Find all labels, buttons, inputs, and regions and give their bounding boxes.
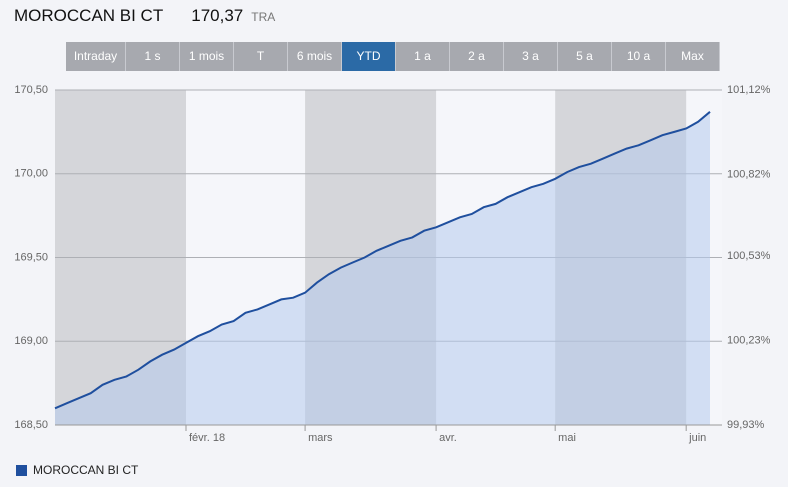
header: MOROCCAN BI CT 170,37 TRA bbox=[14, 6, 275, 30]
y2-tick-label: 101,12% bbox=[727, 84, 771, 96]
range-button[interactable]: 2 a bbox=[450, 42, 504, 71]
range-button[interactable]: 1 s bbox=[126, 42, 180, 71]
line bbox=[54, 111, 711, 410]
range-button[interactable]: 1 mois bbox=[180, 42, 234, 71]
y2-tick-label: 100,53% bbox=[727, 250, 771, 262]
x-tick-label: févr. 18 bbox=[189, 432, 225, 444]
range-button[interactable]: Max bbox=[666, 42, 720, 71]
y-tick-label: 168,50 bbox=[14, 419, 48, 431]
x-tick-label: mai bbox=[558, 432, 576, 444]
area bbox=[55, 111, 710, 426]
last-price: 170,37 bbox=[191, 6, 244, 25]
y-tick-label: 169,50 bbox=[14, 251, 48, 263]
title: MOROCCAN BI CT bbox=[14, 6, 164, 25]
range-button[interactable]: T bbox=[234, 42, 288, 71]
x-tick-label: juin bbox=[688, 432, 706, 444]
range-button[interactable]: 6 mois bbox=[288, 42, 342, 71]
legend-swatch bbox=[16, 465, 27, 476]
range-button[interactable]: Intraday bbox=[66, 42, 126, 71]
range-button[interactable]: 3 a bbox=[504, 42, 558, 71]
x-tick-label: mars bbox=[308, 432, 333, 444]
legend-label: MOROCCAN BI CT bbox=[33, 463, 139, 477]
y-tick-label: 169,00 bbox=[14, 335, 48, 347]
range-button[interactable]: 10 a bbox=[612, 42, 666, 71]
y2-tick-label: 100,82% bbox=[727, 168, 771, 180]
range-button[interactable]: YTD bbox=[342, 42, 396, 71]
currency: TRA bbox=[251, 10, 276, 24]
x-tick-label: avr. bbox=[439, 432, 457, 444]
y-tick-label: 170,00 bbox=[14, 168, 48, 180]
y2-tick-label: 99,93% bbox=[727, 419, 765, 431]
y-tick-label: 170,50 bbox=[14, 84, 48, 96]
range-button[interactable]: 5 a bbox=[558, 42, 612, 71]
range-button[interactable]: 1 a bbox=[396, 42, 450, 71]
y2-tick-label: 100,23% bbox=[727, 334, 771, 346]
